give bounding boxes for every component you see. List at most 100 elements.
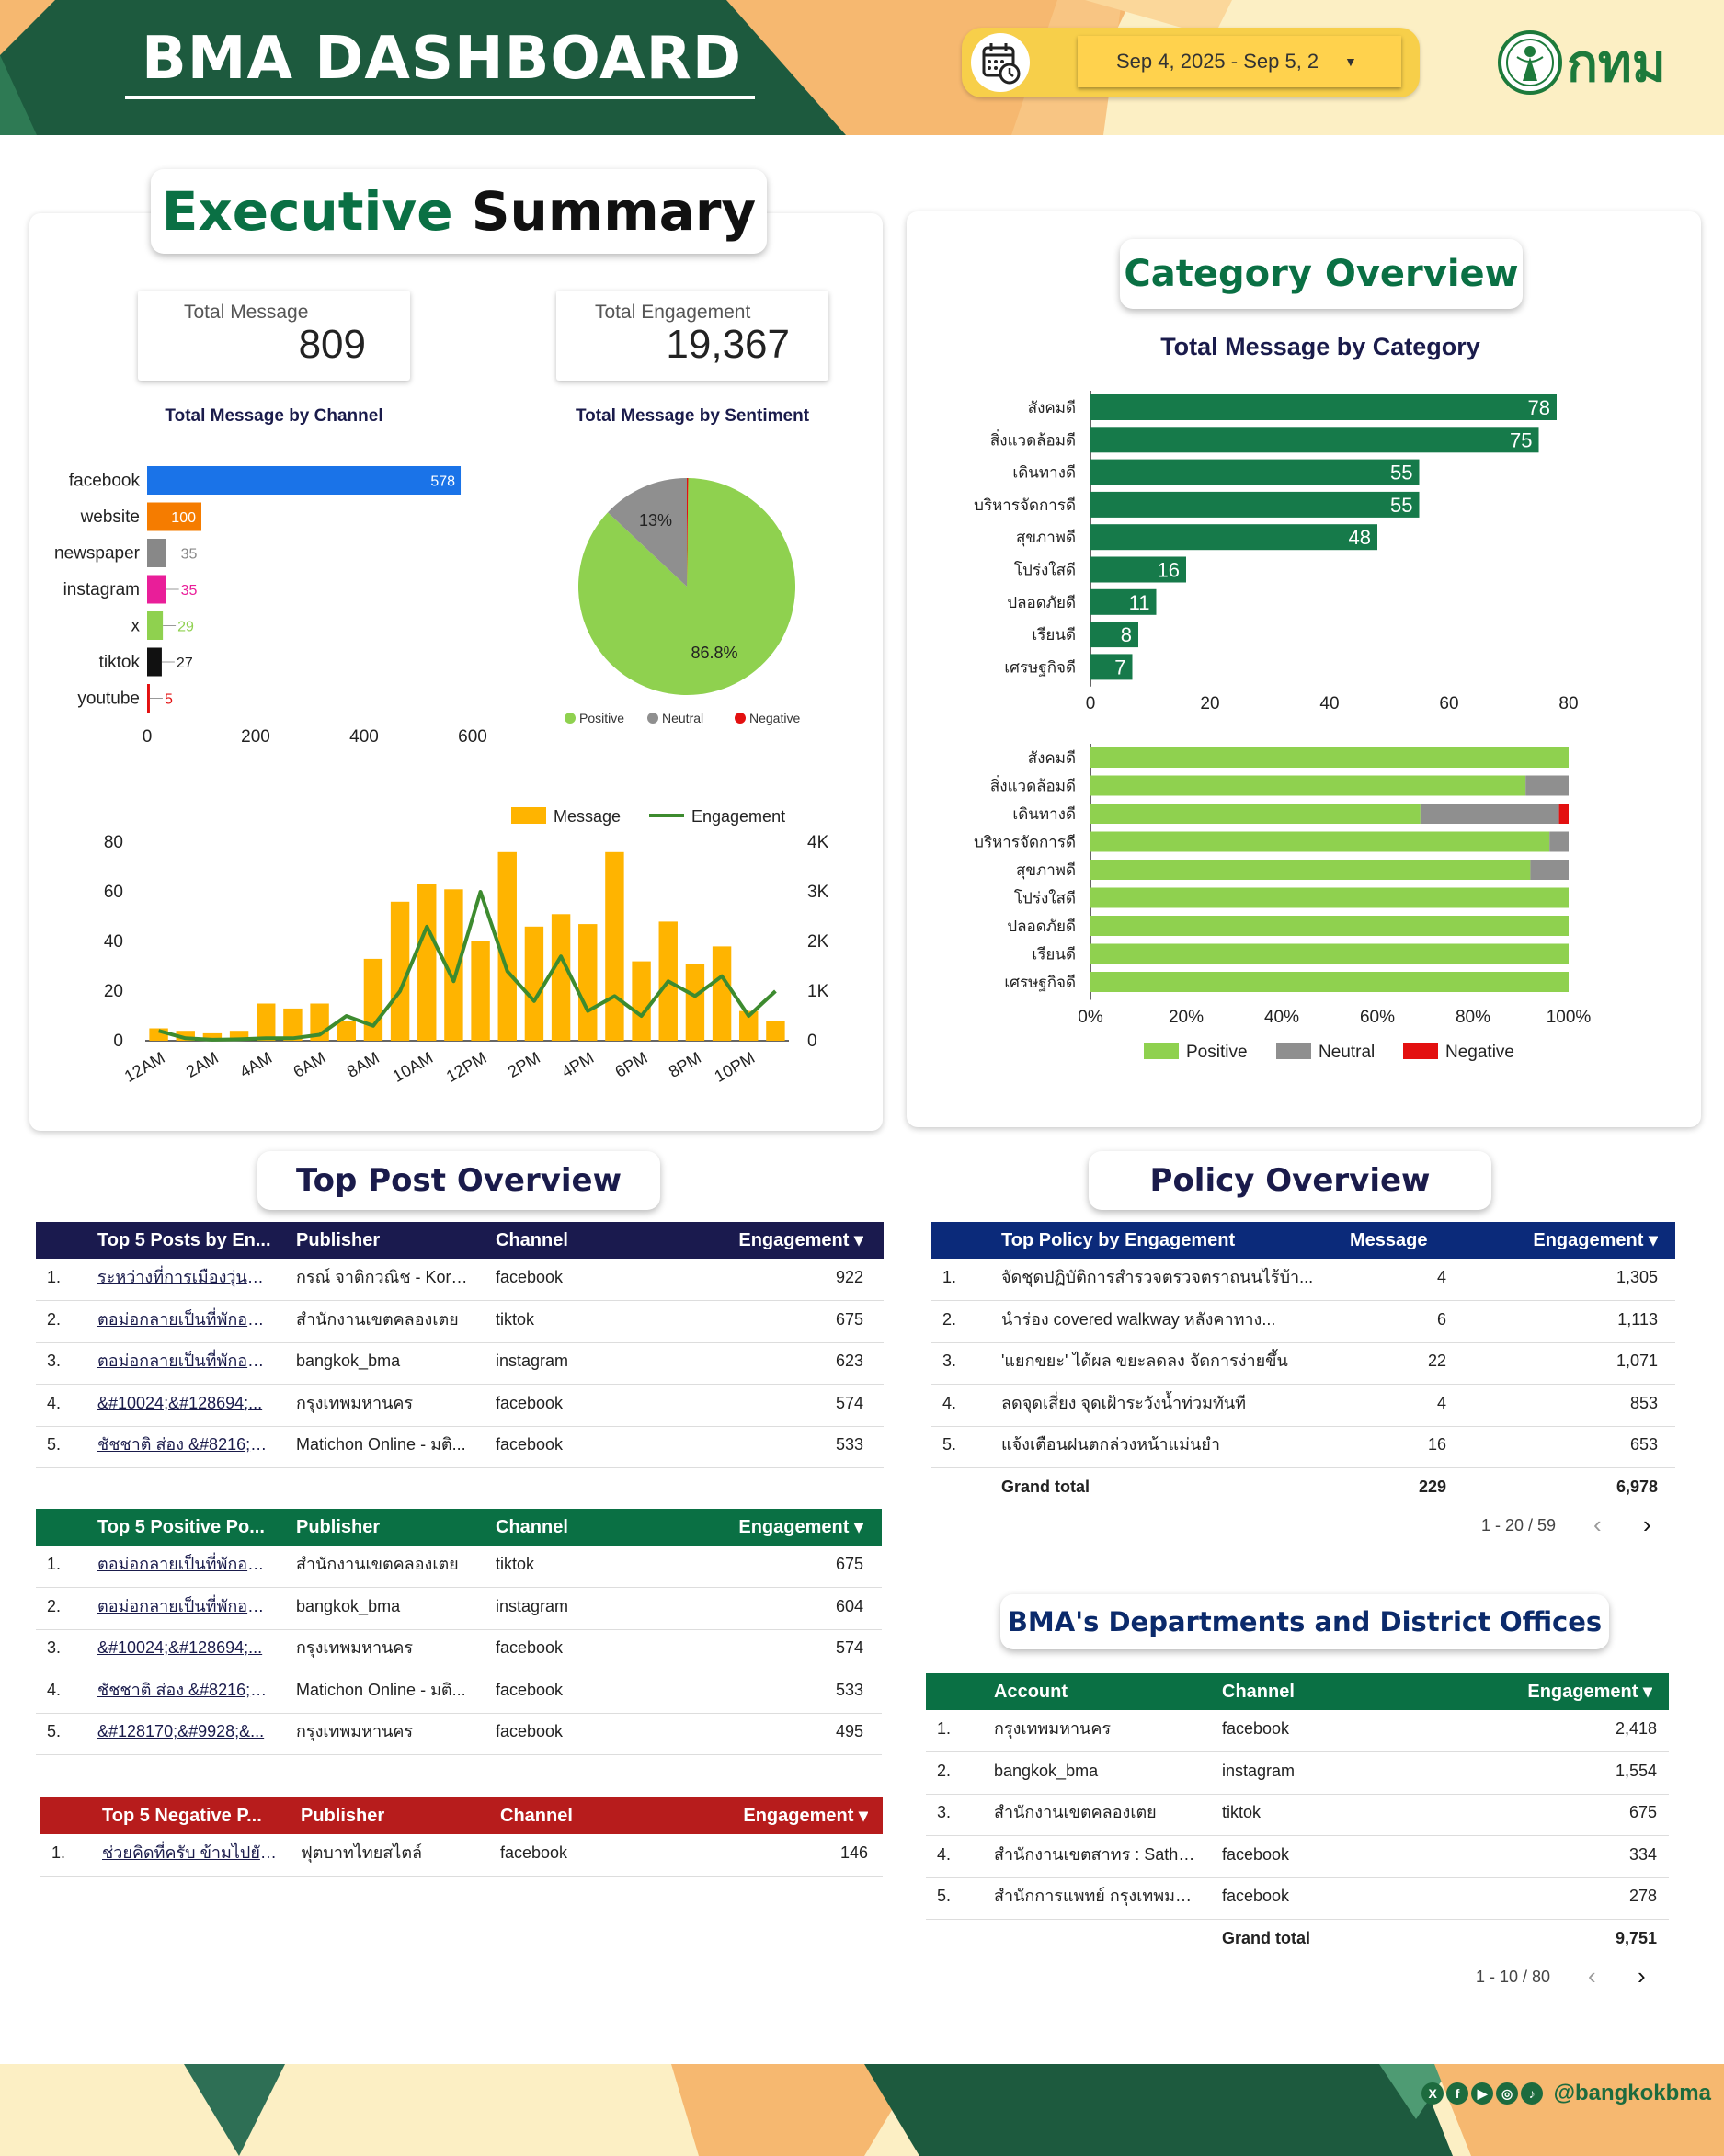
- table-row[interactable]: 1. ช่วยคิดที่ครับ ข้ามไปยังไง... ฟุตบาทไทย…: [40, 1834, 883, 1877]
- category-sentiment-bar-positive: [1090, 916, 1569, 936]
- sentiment-slice-positive: [578, 478, 795, 695]
- column-header: Top 5 Posts by En...: [97, 1230, 271, 1250]
- chevron-left-icon[interactable]: ‹: [1593, 1510, 1602, 1538]
- sortable-column-header[interactable]: Engagement ▾: [1533, 1230, 1658, 1250]
- post-link[interactable]: &#128170;&#9928;&...: [97, 1722, 265, 1740]
- app-title: BMA DASHBOARD: [125, 22, 755, 99]
- post-link[interactable]: ตอม่อกลายเป็นที่พักอาศัย ...: [97, 1309, 272, 1329]
- hourly-message-bar: [632, 961, 651, 1041]
- youtube-icon[interactable]: ▶: [1471, 2082, 1494, 2105]
- category-data-label: 75: [1510, 428, 1532, 451]
- sortable-column-header[interactable]: Engagement ▾: [738, 1230, 863, 1250]
- post-link[interactable]: &#10024;&#128694;...: [97, 1638, 263, 1657]
- table-row[interactable]: 2. bangkok_bma instagram 1,554: [926, 1752, 1669, 1795]
- cell-policy: นำร่อง covered walkway หลังคาทาง...: [1001, 1309, 1276, 1329]
- chevron-right-icon[interactable]: ›: [1638, 1961, 1646, 1990]
- table-row[interactable]: 1. จัดชุดปฏิบัติการสำรวจตรวจตราถนนไร้บ้า.…: [931, 1259, 1675, 1301]
- cell-publisher: สำนักงานเขตคลองเตย: [296, 1555, 459, 1573]
- sortable-column-header[interactable]: Engagement ▾: [738, 1517, 863, 1537]
- table-row[interactable]: 3. &#10024;&#128694;... กรุงเทพมหานคร faceb…: [36, 1629, 882, 1671]
- cell-publisher: ฟุตบาทไทยสไตล์: [301, 1843, 423, 1862]
- post-link[interactable]: &#10024;&#128694;...: [97, 1393, 263, 1412]
- table-row[interactable]: 5. แจ้งเตือนฝนตกล่วงหน้าแม่นยำ 16 653: [931, 1426, 1675, 1468]
- tiktok-icon[interactable]: ♪: [1521, 2082, 1544, 2105]
- x-icon[interactable]: X: [1421, 2082, 1444, 2105]
- hourly-message-bar: [363, 958, 383, 1041]
- table-row[interactable]: 4. ลดจุดเสี่ยง จุดเฝ้าระวังน้ำท่วมทันที 4 8…: [931, 1385, 1675, 1427]
- category-sentiment-label: เดินทางดี: [1012, 805, 1076, 823]
- table-row[interactable]: 3. สำนักงานเขตคลองเตย tiktok 675: [926, 1794, 1669, 1836]
- column-header: Publisher: [296, 1517, 381, 1537]
- hourly-legend-message-marker: [511, 807, 546, 824]
- post-link[interactable]: ตอม่อกลายเป็นที่พักอาศัย ...: [97, 1352, 272, 1370]
- table-row[interactable]: 1. กรุงเทพมหานคร facebook 2,418: [926, 1710, 1669, 1752]
- cell-eng: 146: [839, 1843, 868, 1862]
- cell-channel: facebook: [496, 1638, 564, 1657]
- post-link[interactable]: ช่วยคิดที่ครับ ข้ามไปยังไง...: [102, 1843, 277, 1862]
- cell-n: 2.: [937, 1761, 952, 1780]
- category-sentiment-bar-positive: [1090, 775, 1526, 796]
- chevron-left-icon[interactable]: ‹: [1588, 1961, 1596, 1990]
- cell-eng: 2,418: [1615, 1719, 1657, 1738]
- cell-eng: 574: [835, 1638, 863, 1657]
- category-data-label: 7: [1114, 656, 1125, 679]
- cell-publisher: bangkok_bma: [296, 1596, 401, 1615]
- calendar-icon[interactable]: [971, 33, 1030, 92]
- hourly-y-left-tick: 60: [104, 883, 123, 902]
- post-link[interactable]: ตอม่อกลายเป็นที่พักอาศัย ...: [97, 1555, 272, 1573]
- channel-category-label: facebook: [69, 472, 141, 491]
- category-sentiment-label: สังคมดี: [1028, 749, 1076, 767]
- cell-eng: 675: [835, 1309, 863, 1329]
- category-bar: [1090, 556, 1186, 583]
- sortable-column-header[interactable]: Engagement ▾: [1527, 1682, 1652, 1702]
- chevron-right-icon[interactable]: ›: [1643, 1510, 1651, 1538]
- table-row[interactable]: 1. ระหว่างที่การเมืองวุ่นวาย ... กรณ์ จาติ…: [36, 1259, 884, 1301]
- chevron-down-icon[interactable]: ▼: [1344, 54, 1357, 69]
- category-data-label: 55: [1390, 494, 1412, 517]
- category-sentiment-bar-positive: [1090, 831, 1550, 852]
- sentiment-data-label: 13%: [639, 511, 672, 530]
- post-link[interactable]: ระหว่างที่การเมืองวุ่นวาย ...: [97, 1268, 272, 1286]
- date-range-control[interactable]: Sep 4, 2025 - Sep 5, 2025 ▼: [962, 28, 1420, 97]
- category-sentiment-x-tick: 40%: [1264, 1008, 1299, 1027]
- table-row[interactable]: 5. &#128170;&#9928;&... กรุงเทพมหานคร faceb…: [36, 1713, 882, 1755]
- instagram-icon[interactable]: ◎: [1496, 2082, 1519, 2105]
- cell-n: 4.: [47, 1393, 62, 1412]
- facebook-icon[interactable]: f: [1446, 2082, 1469, 2105]
- category-sentiment-x-tick: 0%: [1078, 1008, 1103, 1027]
- hourly-x-tick: 10PM: [712, 1048, 759, 1086]
- post-link[interactable]: ชัชชาติ ส่อง &#8216;ศัพ...: [97, 1435, 272, 1454]
- cell-eng: 653: [1629, 1435, 1658, 1454]
- table-row[interactable]: 2. ตอม่อกลายเป็นที่พักอาศัย ... bangkok_bm…: [36, 1588, 882, 1630]
- table-row[interactable]: 2. นำร่อง covered walkway หลังคาทาง... 6 1,…: [931, 1301, 1675, 1343]
- cell-eng: 334: [1628, 1844, 1657, 1864]
- table-header: Top 5 Positive Po... Publisher Channel Enga…: [36, 1509, 882, 1546]
- cell-policy: จัดชุดปฏิบัติการสำรวจตรวจตราถนนไร้บ้า...: [1001, 1268, 1314, 1286]
- cell-eng: 922: [835, 1268, 863, 1286]
- table-row[interactable]: 3. 'แยกขยะ' ได้ผล ขยะลดลง จัดการง่ายขึ้น 2…: [931, 1342, 1675, 1385]
- sentiment-legend-marker: [735, 713, 746, 724]
- table-row[interactable]: 2. ตอม่อกลายเป็นที่พักอาศัย ... สำนักงานเข…: [36, 1301, 884, 1343]
- table-row[interactable]: 3. ตอม่อกลายเป็นที่พักอาศัย ... bangkok_bm…: [36, 1342, 884, 1385]
- category-x-tick: 0: [1086, 694, 1096, 713]
- hourly-message-bar: [390, 901, 410, 1041]
- category-x-tick: 20: [1200, 694, 1219, 713]
- table-row[interactable]: 5. ชัชชาติ ส่อง &#8216;ศัพ... Matichon Onl…: [36, 1426, 884, 1468]
- cell-channel: facebook: [1222, 1887, 1290, 1905]
- table-row[interactable]: 4. &#10024;&#128694;... กรุงเทพมหานคร faceb…: [36, 1385, 884, 1427]
- hourly-message-bar: [551, 914, 571, 1041]
- cell-n: 3.: [937, 1803, 952, 1821]
- table-row[interactable]: 1. ตอม่อกลายเป็นที่พักอาศัย ... สำนักงานเข…: [36, 1546, 882, 1588]
- date-range-select[interactable]: Sep 4, 2025 - Sep 5, 2025 ▼: [1078, 36, 1401, 87]
- sortable-column-header[interactable]: Engagement ▾: [743, 1806, 868, 1826]
- channel-category-label: newspaper: [54, 544, 141, 564]
- table-row[interactable]: 4. ชัชชาติ ส่อง &#8216;ศัพ... Matichon Onl…: [36, 1671, 882, 1714]
- post-link[interactable]: ตอม่อกลายเป็นที่พักอาศัย ...: [97, 1596, 272, 1615]
- table-row[interactable]: 4. สำนักงานเขตสาทร : Sathon ... facebook 33…: [926, 1836, 1669, 1878]
- category-sentiment-bar-neutral: [1420, 804, 1559, 824]
- table-row[interactable]: 5. สำนักการแพทย์ กรุงเทพมหานคร facebook 278: [926, 1877, 1669, 1920]
- category-label: สุขภาพดี: [1016, 529, 1076, 547]
- policy-pagination: 1 - 20 / 59 ‹ ›: [931, 1507, 1675, 1544]
- post-link[interactable]: ชัชชาติ ส่อง &#8216;ศัพ...: [97, 1680, 272, 1699]
- column-header: Publisher: [301, 1806, 385, 1826]
